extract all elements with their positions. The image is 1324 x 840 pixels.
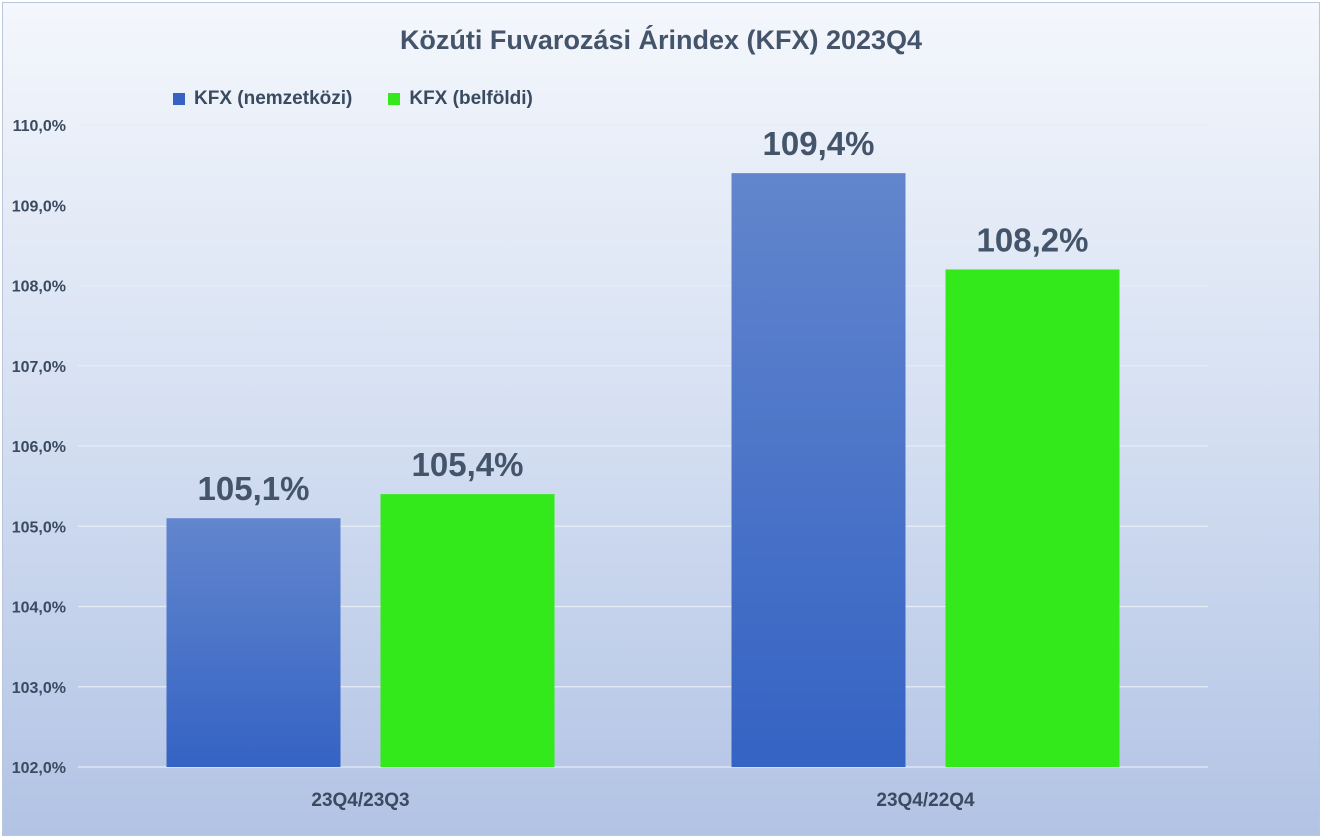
- data-label: 105,4%: [412, 446, 524, 483]
- data-label: 105,1%: [198, 470, 310, 507]
- x-tick-label: 23Q4/22Q4: [876, 790, 975, 811]
- x-axis-tick-labels: 23Q4/23Q3 23Q4/22Q4: [311, 790, 975, 811]
- legend-item-nemzetkozi: KFX (nemzetközi): [173, 88, 352, 110]
- y-tick-label: 106,0%: [12, 439, 66, 456]
- y-tick-label: 108,0%: [12, 279, 66, 296]
- y-axis-tick-labels: 102,0% 103,0% 104,0% 105,0% 106,0% 107,0% 108,…: [12, 118, 66, 777]
- bars: [166, 173, 1120, 767]
- data-labels: 105,1% 105,4% 109,4% 108,2%: [198, 125, 1089, 507]
- chart-title: Közúti Fuvarozási Árindex (KFX) 2023Q4: [399, 25, 923, 55]
- bar-nemzetkozi: [166, 518, 341, 767]
- bar-nemzetkozi: [731, 173, 906, 767]
- bar-belfoldi: [945, 269, 1120, 767]
- y-tick-label: 104,0%: [12, 600, 66, 617]
- legend-item-belfoldi: KFX (belföldi): [388, 88, 533, 110]
- y-tick-label: 109,0%: [12, 198, 66, 215]
- y-tick-label: 107,0%: [12, 359, 66, 376]
- y-tick-label: 102,0%: [12, 760, 66, 777]
- legend-swatch-nemzetkozi: [173, 93, 185, 105]
- legend-swatch-belfoldi: [388, 93, 401, 105]
- chart-legend: KFX (nemzetközi) KFX (belföldi): [173, 88, 569, 110]
- bar-belfoldi: [380, 494, 555, 767]
- data-label: 108,2%: [977, 221, 1089, 258]
- legend-label-nemzetkozi: KFX (nemzetközi): [194, 88, 353, 109]
- data-label: 109,4%: [763, 125, 875, 162]
- y-tick-label: 105,0%: [12, 519, 66, 536]
- x-tick-label: 23Q4/23Q3: [311, 790, 409, 811]
- y-tick-label: 110,0%: [13, 118, 66, 135]
- y-tick-label: 103,0%: [12, 680, 66, 697]
- legend-label-belfoldi: KFX (belföldi): [409, 88, 533, 109]
